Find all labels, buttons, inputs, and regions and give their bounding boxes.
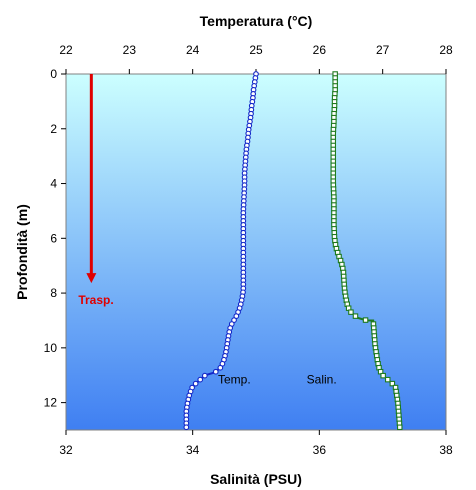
bottom-axis-title: Salinità (PSU) — [210, 471, 302, 487]
left-axis-tick-label: 8 — [50, 286, 57, 300]
plot-area — [66, 74, 446, 430]
data-point — [385, 376, 391, 383]
series-salinity: Salin. — [307, 71, 403, 431]
data-point — [217, 364, 224, 371]
data-point — [348, 309, 354, 315]
left-axis-tick-label: 6 — [50, 231, 57, 245]
left-axis-tick-label: 0 — [50, 67, 57, 81]
left-axis-tick-label: 12 — [44, 396, 58, 410]
data-point — [197, 376, 204, 383]
data-point — [212, 368, 219, 375]
left-axis-tick-label: 4 — [50, 177, 57, 191]
top-axis-tick-label: 22 — [59, 43, 73, 57]
left-axis-title: Profondità (m) — [14, 204, 30, 300]
data-point — [201, 372, 208, 379]
top-axis-title: Temperatura (°C) — [200, 13, 313, 29]
series-label: Salin. — [307, 372, 337, 386]
data-point — [362, 317, 369, 323]
annotation-layer: Trasp. — [78, 74, 114, 307]
top-axis-tick-label: 28 — [439, 43, 453, 57]
transparency-arrow-head — [86, 273, 97, 284]
transparency-label: Trasp. — [78, 293, 113, 307]
series-label: Temp. — [218, 372, 251, 386]
bottom-axis-tick-label: 34 — [186, 443, 200, 457]
data-point — [183, 424, 190, 431]
left-axis-tick-label: 2 — [50, 122, 57, 136]
series-temperature: Temp. — [183, 71, 259, 431]
data-point — [380, 372, 386, 379]
data-point — [389, 380, 396, 387]
bottom-axis-tick-label: 32 — [59, 443, 73, 457]
top-axis-tick-label: 23 — [123, 43, 137, 57]
series-layer: Temp. Salin. — [183, 71, 403, 431]
data-point — [397, 424, 403, 431]
top-axis-tick-label: 26 — [313, 43, 327, 57]
bottom-axis-tick-label: 36 — [313, 443, 327, 457]
top-axis-tick-label: 27 — [376, 43, 390, 57]
top-axis-tick-label: 25 — [249, 43, 263, 57]
top-axis-tick-label: 24 — [186, 43, 200, 57]
data-point — [352, 313, 359, 319]
data-point — [192, 380, 199, 387]
bottom-axis-tick-label: 38 — [439, 443, 453, 457]
left-axis-tick-label: 10 — [44, 341, 58, 355]
